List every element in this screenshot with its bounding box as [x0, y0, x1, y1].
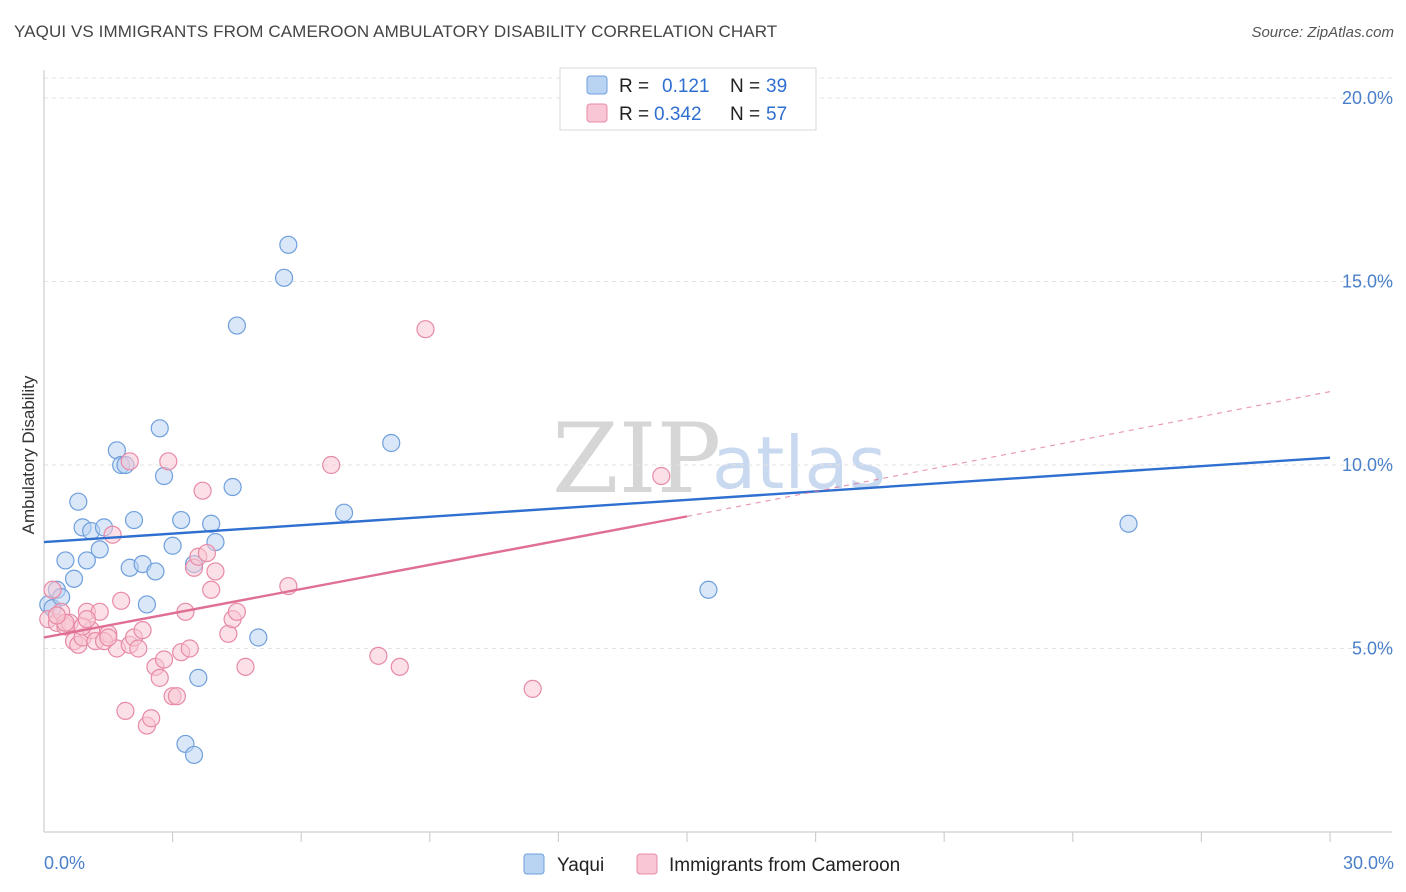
watermark-atlas: atlas	[712, 421, 886, 505]
cameroon-point	[133, 621, 152, 640]
cameroon-point	[416, 320, 435, 339]
bottom-legend-label-yaqui: Yaqui	[557, 855, 604, 876]
cameroon-point	[167, 687, 186, 706]
cameroon-point	[112, 591, 131, 610]
y-axis-label: Ambulatory Disability	[19, 375, 38, 534]
cameroon-point	[322, 455, 341, 475]
cameroon-point	[116, 701, 135, 720]
cameroon-point	[103, 525, 122, 544]
yaqui-point	[90, 540, 109, 559]
cameroon-point	[206, 562, 225, 581]
bottom-legend-swatch-yaqui	[523, 853, 545, 875]
y-tick-label: 10.0%	[1342, 455, 1393, 475]
yaqui-point	[189, 668, 208, 687]
cameroon-point	[390, 657, 409, 676]
cameroon-point	[193, 481, 212, 500]
trend-lines	[43, 391, 1331, 639]
cameroon-point	[202, 580, 221, 599]
yaqui-point	[172, 510, 191, 530]
legend-swatch-cameroon	[586, 103, 608, 123]
yaqui-point	[137, 595, 156, 614]
cameroon-point	[652, 466, 671, 486]
yaqui-trend-line	[43, 456, 1331, 544]
cameroon-point	[180, 639, 199, 658]
watermark-zip: ZIP	[552, 403, 721, 515]
bottom-legend-swatch-cameroon	[636, 853, 658, 875]
legend-r-value-1: 0.121	[662, 76, 710, 97]
stats-legend: R = 0.121 N = 39 R = 0.342 N = 57	[559, 67, 817, 131]
yaqui-point	[124, 510, 144, 530]
cameroon-trend-line	[43, 515, 688, 639]
yaqui-point	[334, 503, 354, 522]
legend-n-value-2: 57	[766, 104, 787, 125]
yaqui-point	[163, 536, 182, 555]
grid-lines	[44, 77, 1392, 649]
yaqui-point	[279, 235, 298, 254]
source-label: Source: ZipAtlas.com	[1251, 24, 1394, 41]
legend-n-label-2: N =	[730, 104, 760, 125]
yaqui-point	[227, 316, 246, 335]
legend-r-value-2: 0.342	[654, 104, 702, 125]
yaqui-point	[150, 419, 169, 438]
yaqui-point	[64, 569, 84, 588]
legend-n-label-1: N =	[730, 76, 760, 97]
cameroon-point	[99, 628, 118, 647]
cameroon-point	[150, 668, 169, 687]
yaqui-point	[69, 492, 88, 511]
y-tick-label: 15.0%	[1342, 272, 1393, 292]
legend-r-label-2: R =	[619, 104, 649, 125]
cameroon-point	[236, 657, 255, 676]
bottom-legend-label-cameroon: Immigrants from Cameroon	[669, 855, 900, 876]
y-tick-label: 5.0%	[1352, 639, 1393, 659]
yaqui-point	[146, 562, 165, 581]
x-tick-label-min: 0.0%	[44, 853, 85, 873]
yaqui-point	[1119, 514, 1138, 533]
yaqui-point	[184, 745, 204, 765]
yaqui-point	[274, 268, 294, 287]
yaqui-point	[223, 477, 242, 497]
y-tick-label: 20.0%	[1342, 88, 1393, 108]
cameroon-point	[77, 610, 96, 629]
cameroon-point	[120, 452, 139, 471]
cameroon-point	[523, 679, 542, 698]
cameroon-point	[227, 602, 246, 621]
yaqui-point	[699, 580, 718, 599]
cameroon-point	[369, 646, 388, 665]
cameroon-point	[154, 650, 174, 669]
series-cameroon-points	[39, 320, 671, 735]
yaqui-point	[382, 433, 401, 453]
cameroon-point	[197, 543, 216, 563]
y-tick-labels: 5.0% 10.0% 15.0% 20.0%	[1342, 88, 1393, 659]
cameroon-point	[43, 580, 62, 599]
x-tick-label-max: 30.0%	[1343, 853, 1394, 873]
cameroon-point	[129, 639, 148, 658]
cameroon-point	[142, 709, 161, 728]
legend-n-value-1: 39	[766, 76, 787, 97]
yaqui-point	[56, 551, 75, 570]
cameroon-point	[47, 606, 66, 625]
legend-swatch-yaqui	[586, 75, 608, 95]
cameroon-point	[159, 452, 178, 471]
legend-r-label-1: R =	[619, 76, 649, 97]
yaqui-point	[249, 628, 268, 647]
series-legend: Yaqui Immigrants from Cameroon	[523, 853, 900, 876]
yaqui-point	[77, 551, 96, 570]
x-ticks	[172, 832, 1331, 842]
chart-title: YAQUI VS IMMIGRANTS FROM CAMEROON AMBULA…	[14, 22, 778, 41]
series-yaqui-points	[39, 235, 1138, 765]
